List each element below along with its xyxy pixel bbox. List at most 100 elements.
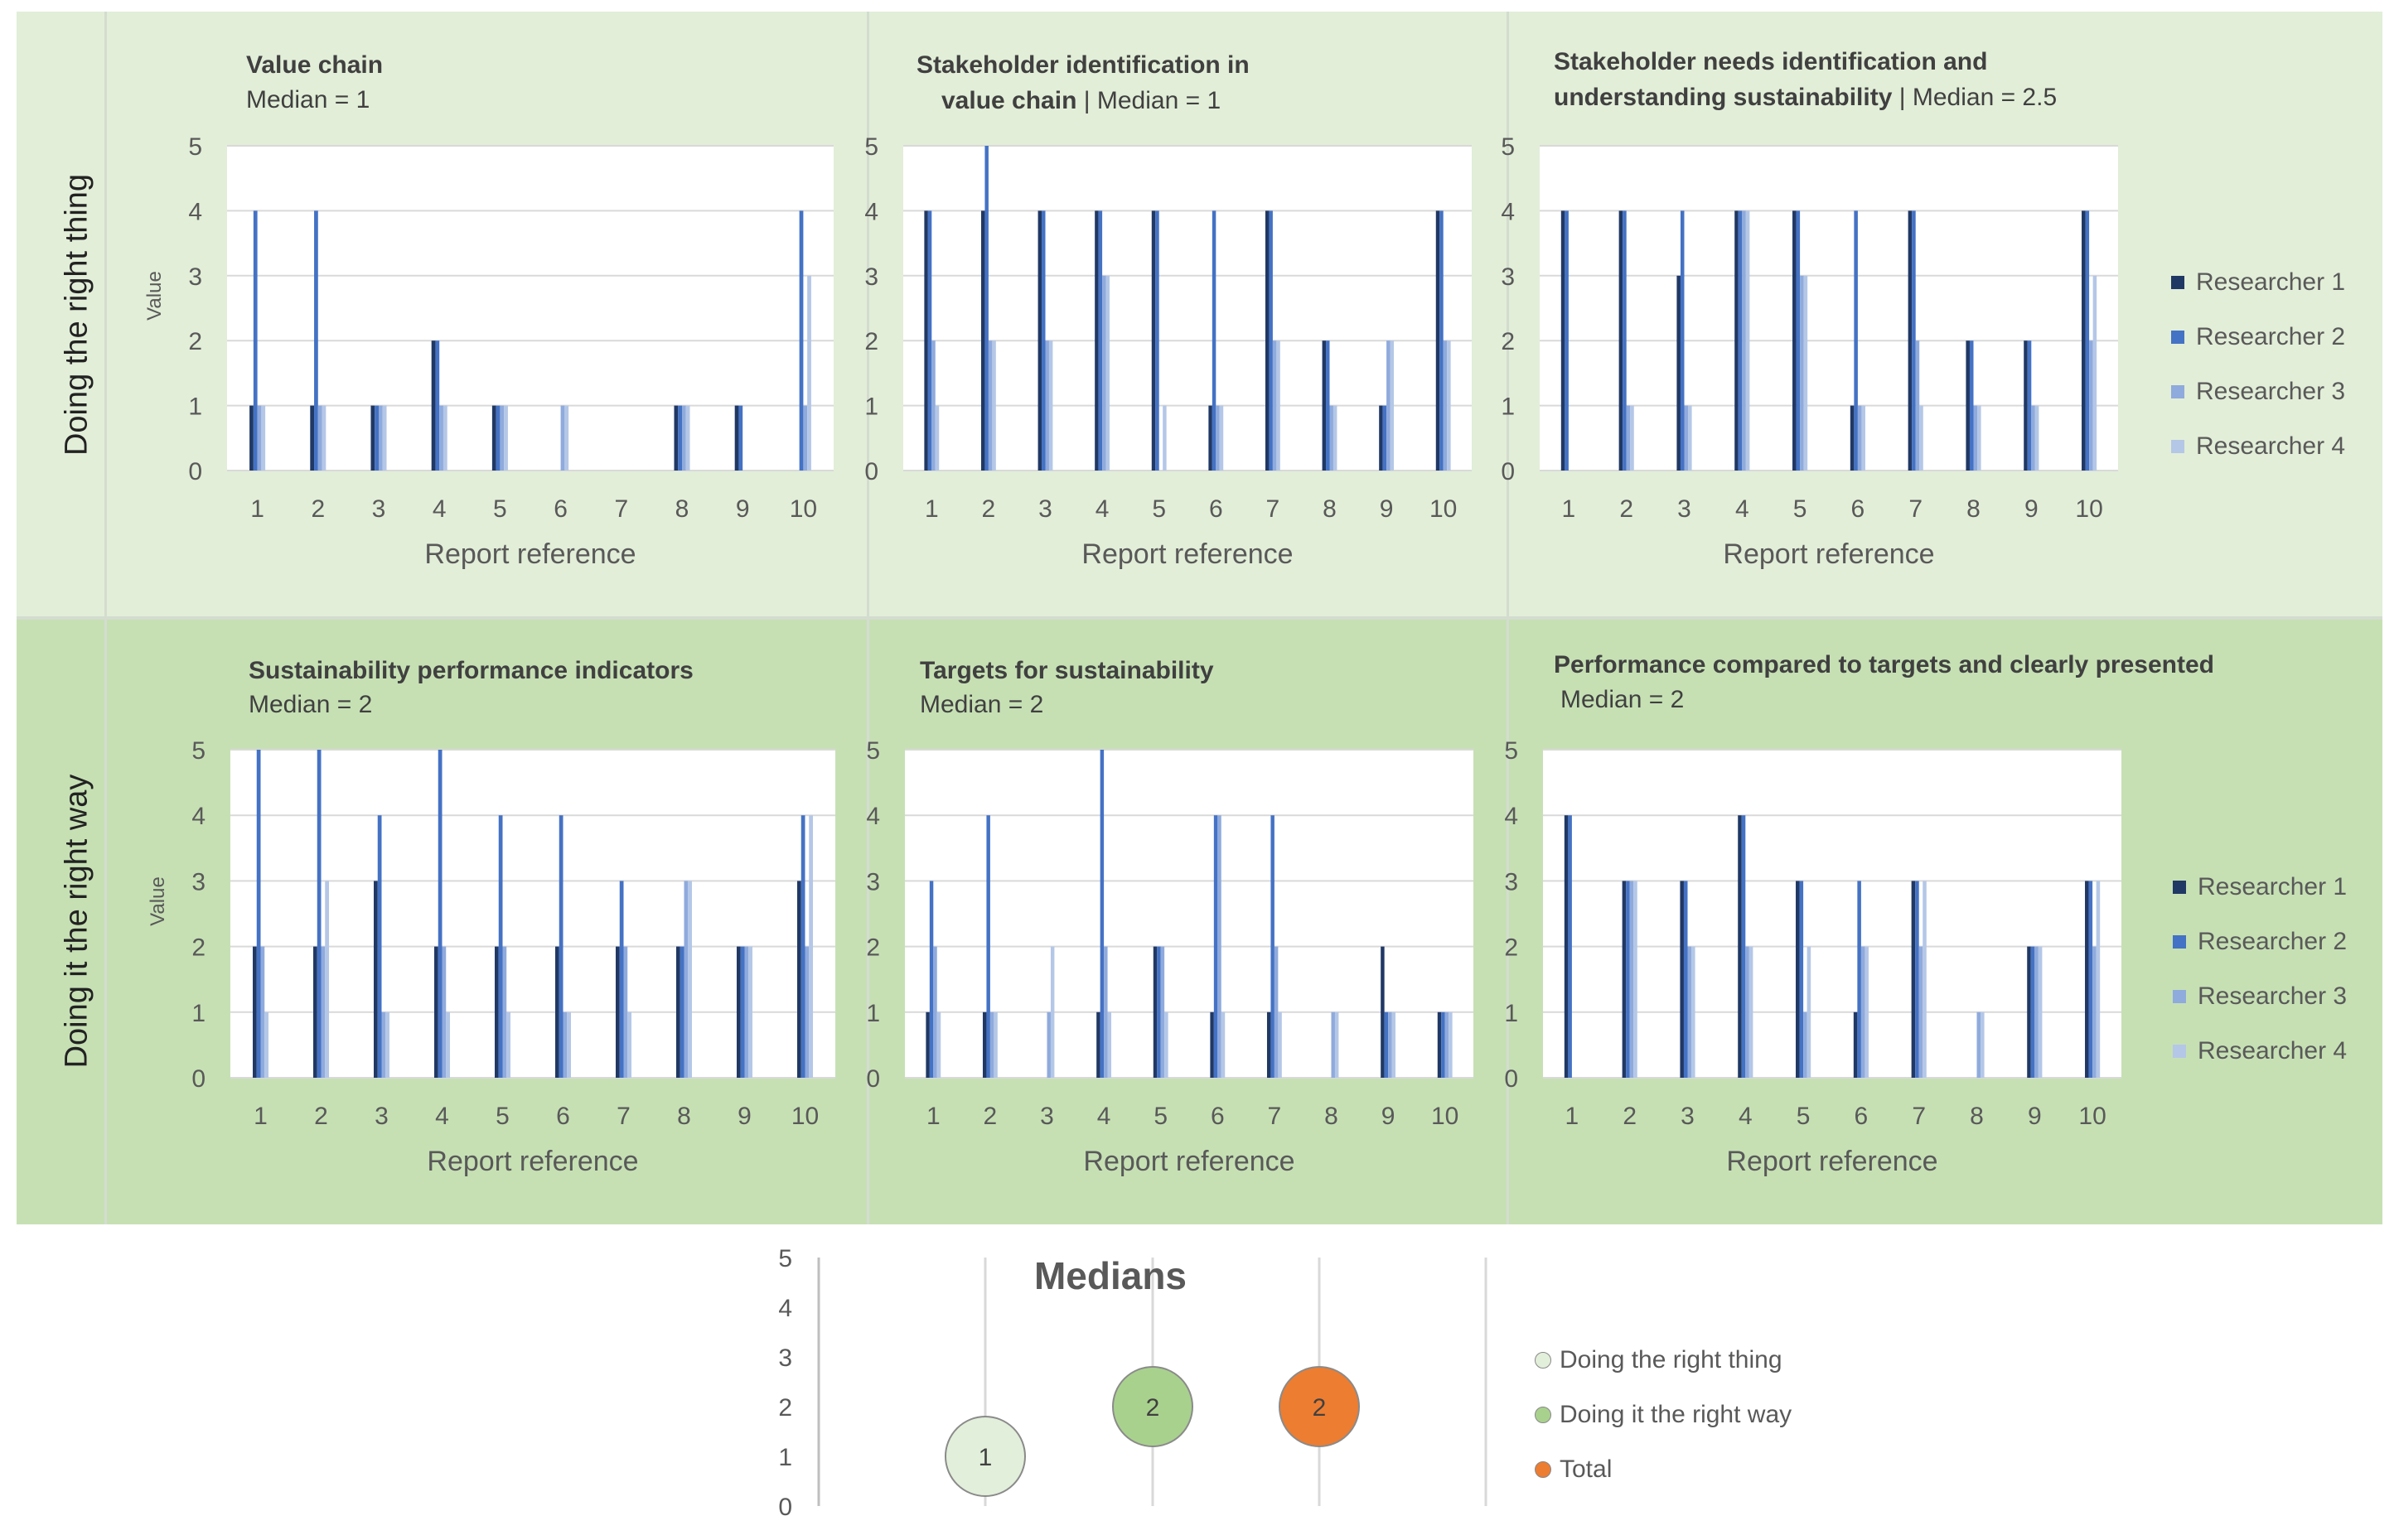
medians-legend-label: Doing it the right way xyxy=(1560,1401,1792,1428)
panel-6-subtitle: Median = 2 xyxy=(1560,686,1685,713)
legend-label: Researcher 3 xyxy=(2196,378,2346,405)
bar xyxy=(1269,210,1273,471)
x-tick-label: 4 xyxy=(433,495,447,523)
y-tick-label: 3 xyxy=(1504,868,1518,896)
bar xyxy=(984,146,989,471)
median-bubble xyxy=(945,1416,1026,1497)
bar xyxy=(496,405,501,471)
x-tick-label: 6 xyxy=(554,495,568,523)
y-tick-label: 4 xyxy=(188,198,202,225)
bar xyxy=(1977,405,1981,471)
bar xyxy=(678,405,682,471)
bar xyxy=(491,405,496,471)
panel-2-title-bold: value chain xyxy=(941,87,1077,114)
bar xyxy=(1908,210,1913,471)
bar xyxy=(1157,946,1161,1078)
y-tick-label: 2 xyxy=(866,934,880,962)
bar xyxy=(438,750,443,1078)
bar xyxy=(1803,275,1808,471)
bar xyxy=(375,405,379,471)
bar xyxy=(313,946,317,1078)
y-tick-label: 1 xyxy=(1501,393,1515,421)
legend-item: Researcher 2 xyxy=(2171,310,2345,364)
bar xyxy=(317,750,322,1078)
legend-item: Researcher 3 xyxy=(2173,969,2347,1024)
bar-chart-1: 0 1 2 3 4 5 1 2 3 4 5 6 7 8 9 10 Report reference Value xyxy=(143,133,834,570)
bar xyxy=(988,340,993,471)
legend-swatch xyxy=(2173,935,2186,949)
bar xyxy=(1738,815,1742,1078)
bar xyxy=(1100,750,1105,1078)
median-bubble-label: 1 xyxy=(979,1444,993,1471)
legend-swatch xyxy=(2171,385,2184,398)
y-tick-label: 0 xyxy=(191,1065,206,1093)
bar xyxy=(1221,1011,1226,1078)
bar xyxy=(1163,405,1167,471)
y-tick-label: 4 xyxy=(1504,803,1518,830)
y-tick-label: 5 xyxy=(866,737,880,765)
bar xyxy=(1915,340,1920,471)
bar xyxy=(2092,946,2097,1078)
bar xyxy=(555,946,559,1078)
bar xyxy=(567,1011,571,1078)
y-tick-label: 3 xyxy=(864,263,878,291)
panel-1-title: Value chain xyxy=(246,51,384,79)
bar xyxy=(435,340,440,471)
legend-item: Researcher 2 xyxy=(2173,915,2347,969)
legend-swatch xyxy=(2173,990,2186,1003)
bar xyxy=(1048,340,1053,471)
x-tick-label: 4 xyxy=(435,1103,449,1130)
plot-area xyxy=(905,750,1473,1078)
y-tick-label: 1 xyxy=(866,1000,880,1027)
bar xyxy=(1391,1011,1396,1078)
legend-label: Researcher 1 xyxy=(2196,268,2346,296)
bar xyxy=(1860,946,1865,1078)
x-tick-label: 9 xyxy=(738,1103,752,1130)
bar xyxy=(249,405,254,471)
bar xyxy=(1208,405,1212,471)
y-tick-label: 5 xyxy=(1501,133,1515,161)
y-tick-label: 4 xyxy=(191,803,206,830)
x-tick-label: 1 xyxy=(254,1103,268,1130)
bar xyxy=(1213,815,1218,1078)
bar xyxy=(1272,340,1277,471)
y-tick-label: 3 xyxy=(1501,263,1515,291)
bar xyxy=(1853,1011,1858,1078)
x-tick-label: 1 xyxy=(1562,495,1576,523)
bar xyxy=(1322,340,1327,471)
x-tick-label: 3 xyxy=(1040,1103,1054,1130)
x-axis-title: Report reference xyxy=(424,538,636,570)
bar xyxy=(434,946,438,1078)
bar xyxy=(680,946,684,1078)
bar xyxy=(1379,405,1383,471)
bar xyxy=(803,405,808,471)
median-bubble xyxy=(1112,1366,1193,1447)
bar xyxy=(1800,275,1804,471)
bar xyxy=(1443,340,1448,471)
bar xyxy=(1160,946,1165,1078)
bar-chart-4: 0 1 2 3 4 5 1 2 3 4 5 6 7 8 9 10 Report reference Value xyxy=(147,737,835,1177)
legend-item: Researcher 1 xyxy=(2173,860,2347,915)
bar xyxy=(1382,405,1387,471)
bar xyxy=(1105,275,1110,471)
bar xyxy=(929,881,934,1078)
y-tick-label: 3 xyxy=(866,868,880,896)
row-label-cell-bottom: Doing it the right way xyxy=(17,618,107,1224)
y-tick-label: 5 xyxy=(191,737,206,765)
bar xyxy=(982,1011,987,1078)
bar xyxy=(688,881,692,1078)
y-tick-label: 2 xyxy=(188,328,202,355)
bar xyxy=(1792,210,1797,471)
bar xyxy=(989,1011,994,1078)
bar xyxy=(256,750,261,1078)
x-tick-label: 8 xyxy=(1324,1103,1338,1130)
bar xyxy=(382,405,387,471)
bar-chart-5: 0 1 2 3 4 5 1 2 3 4 5 6 7 8 9 10 Report reference xyxy=(866,737,1473,1177)
plot-area xyxy=(230,750,835,1078)
bar xyxy=(799,210,804,471)
x-tick-label: 5 xyxy=(1793,495,1807,523)
y-tick-label: 0 xyxy=(864,458,878,485)
bar xyxy=(1976,1011,1981,1078)
x-tick-label: 2 xyxy=(311,495,325,523)
